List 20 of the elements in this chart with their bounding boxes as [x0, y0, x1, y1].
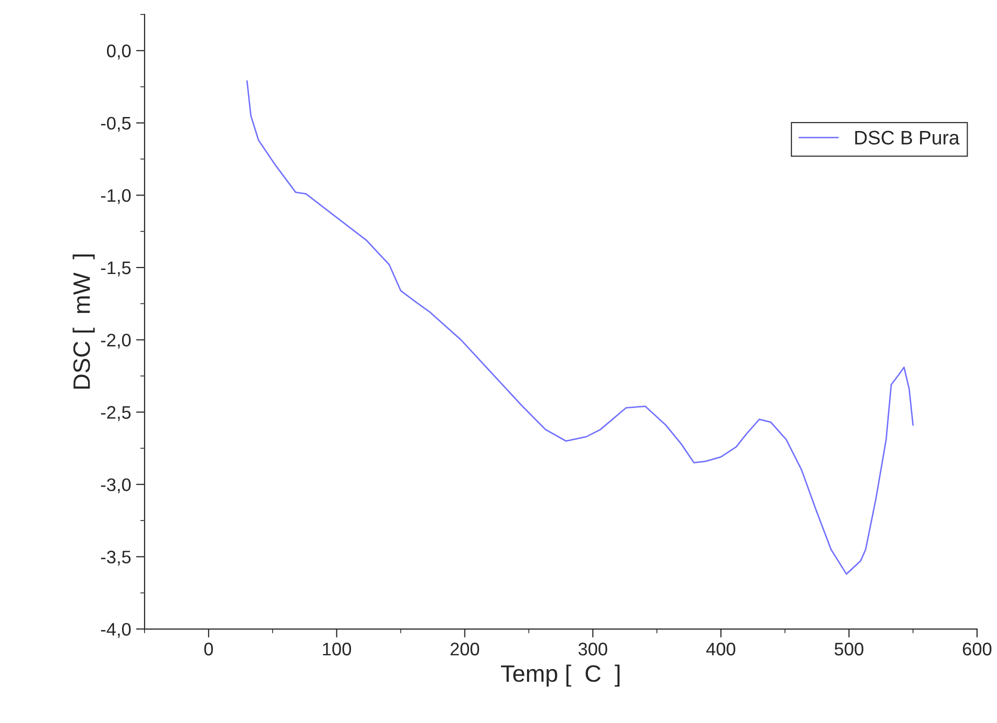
legend-label: DSC B Pura [855, 130, 960, 145]
y-tick-label: -3,0 [101, 478, 131, 494]
x-tick-label: 500 [834, 642, 864, 656]
x-tick-label: 400 [706, 642, 736, 656]
y-tick-label: -2,5 [101, 406, 131, 421]
x-tick-label: 600 [962, 642, 992, 656]
y-axis-title: DSC [ mW ] [72, 254, 95, 389]
y-tick-label: -4,0 [101, 622, 131, 638]
x-tick-label: 100 [322, 642, 352, 656]
x-tick-label: 200 [450, 642, 480, 656]
y-tick-label: -0,5 [101, 116, 131, 132]
y-tick-label: -2,0 [101, 334, 131, 349]
x-tick-label: 0 [204, 642, 213, 656]
y-tick-label: -3,5 [101, 550, 131, 566]
x-tick-label: 300 [578, 642, 608, 656]
y-tick-label: -1,0 [101, 189, 131, 204]
y-tick-label: 0,0 [106, 44, 131, 60]
x-axis-title: Temp [ C ] [501, 664, 620, 687]
line-series [246, 80, 914, 575]
y-tick-label: -1,5 [101, 262, 131, 276]
